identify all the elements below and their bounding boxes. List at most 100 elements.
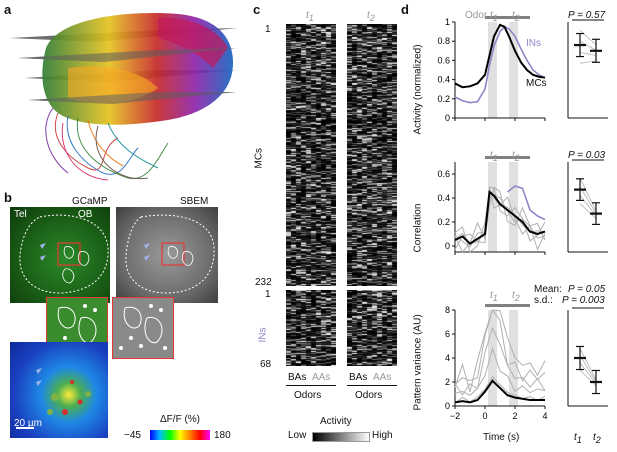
d-t1-bot: t1 <box>490 290 498 303</box>
individual-trace-2-3 <box>454 308 546 385</box>
t2-window-1 <box>509 162 518 252</box>
t2-window-0 <box>509 22 518 118</box>
series-1-ins <box>507 185 546 221</box>
odor-bar-0 <box>485 16 530 19</box>
reconstruction-3d-image <box>10 13 238 181</box>
y-tick-label-2-4: 8 <box>445 305 450 315</box>
gcamp-image <box>10 207 110 303</box>
odor-label: Odor <box>465 10 488 21</box>
panel-label-a: a <box>4 2 12 17</box>
y-tick-label-0-5: 1 <box>445 17 450 27</box>
mc-row-last: 232 <box>255 277 272 288</box>
sd-label: s.d.: <box>534 295 553 306</box>
series-0-ins <box>454 25 546 104</box>
mcs-legend: MCs <box>526 78 547 89</box>
p-value-sd: P = 0.003 <box>562 295 605 306</box>
raster-in-t2 <box>347 290 397 366</box>
activity-colorbar <box>312 432 370 442</box>
colorbar <box>150 430 210 440</box>
y-tick-label-1-0: 0 <box>445 241 450 251</box>
bas-label-2: BAs <box>349 372 368 383</box>
y-tick-label-0-3: 0.6 <box>437 55 450 65</box>
series-0-mcs <box>454 23 546 89</box>
series-2-mean <box>454 379 545 404</box>
raster-in-t1 <box>286 290 336 366</box>
sbem-overlay <box>125 214 215 294</box>
sbem-title: SBEM <box>180 196 209 207</box>
p-value-correlation: P = 0.03 <box>568 150 606 161</box>
t1-window-1 <box>488 162 497 252</box>
c-t1-label: t1 <box>306 10 314 23</box>
sbem-inset <box>112 297 174 359</box>
raster-mc-t2 <box>347 24 397 286</box>
in-row-first: 1 <box>265 289 271 300</box>
p-value-mean: P = 0.05 <box>568 284 606 295</box>
odor-bar-2 <box>485 304 530 307</box>
mean-label: Mean: <box>534 284 562 295</box>
individual-trace-1-4 <box>454 186 546 253</box>
sbem-image <box>116 207 218 303</box>
gcamp-overlay <box>19 214 109 294</box>
pair-line-2-3 <box>579 348 597 381</box>
pair-line-0-1 <box>579 51 597 56</box>
tel-label: Tel <box>14 209 27 220</box>
individual-trace-2-2 <box>454 326 546 396</box>
y-tick-label-1-1: 0.2 <box>437 217 450 227</box>
x-tick-label-0: −2 <box>450 411 460 421</box>
y-tick-label-2-3: 6 <box>445 329 450 339</box>
y-tick-label-0-0: 0 <box>445 113 450 123</box>
d-t2-mid: t2 <box>512 150 520 163</box>
y-tick-label-2-1: 2 <box>445 377 450 387</box>
pair-line-1-2 <box>579 186 597 214</box>
activity-low-label: Low <box>288 430 307 441</box>
d-t2-bot: t2 <box>512 290 520 303</box>
pair-line-1-0 <box>579 203 597 219</box>
y-tick-label-0-4: 0.8 <box>437 36 450 46</box>
ins-axis-label: INs <box>257 327 269 343</box>
t1-window-0 <box>488 22 497 118</box>
c-t2-label: t2 <box>367 10 375 23</box>
p-value-activity: P = 0.57 <box>568 10 606 21</box>
bas-label-1: BAs <box>288 372 307 383</box>
d-t2-top: t2 <box>512 10 520 23</box>
x-t2-label: t2 <box>593 432 601 445</box>
y-tick-label-2-2: 4 <box>445 353 450 363</box>
panel-label-b: b <box>4 190 12 205</box>
y-tick-label-0-2: 0.4 <box>437 75 450 85</box>
x-t1-label: t1 <box>574 432 582 445</box>
ylabel-pattern-variance: Pattern variance (AU) <box>412 314 424 411</box>
x-tick-label-3: 4 <box>542 411 547 421</box>
pair-line-1-1 <box>579 194 597 217</box>
t1-window-2 <box>488 310 497 406</box>
individual-trace-2-1 <box>454 346 546 396</box>
xlabel-time: Time (s) <box>483 432 520 443</box>
pair-line-0-0 <box>579 60 597 64</box>
ins-legend: INs <box>526 38 541 49</box>
panel-label-c: c <box>253 2 261 17</box>
odors-bracket-2 <box>347 385 397 386</box>
aas-label-2: AAs <box>373 372 392 383</box>
pair-line-0-2 <box>579 41 597 51</box>
odor-bar-1 <box>485 156 530 159</box>
d-t1-top: t1 <box>490 10 498 23</box>
individual-trace-1-1 <box>454 195 546 248</box>
scale-bar-label: 20 µm <box>14 418 42 429</box>
activity-high-label: High <box>372 430 393 441</box>
mcs-axis-label: MCs <box>253 147 265 169</box>
pair-line-2-2 <box>579 355 597 382</box>
x-tick-label-2: 2 <box>512 411 517 421</box>
series-1-mcs-mean <box>454 190 546 245</box>
odors-label-2: Odors <box>355 390 383 401</box>
y-tick-label-1-2: 0.4 <box>437 193 450 203</box>
deltaf-map-overlay <box>16 368 91 429</box>
individual-trace-2-4 <box>454 309 546 393</box>
mc-row-first: 1 <box>265 24 271 35</box>
pair-line-1-3 <box>579 178 597 211</box>
pair-line-2-1 <box>579 362 597 384</box>
pair-line-0-3 <box>579 30 597 46</box>
activity-colorbar-title: Activity <box>320 416 352 427</box>
individual-trace-1-3 <box>454 188 546 253</box>
y-tick-label-0-1: 0.2 <box>437 94 450 104</box>
panel-label-d: d <box>401 2 409 17</box>
